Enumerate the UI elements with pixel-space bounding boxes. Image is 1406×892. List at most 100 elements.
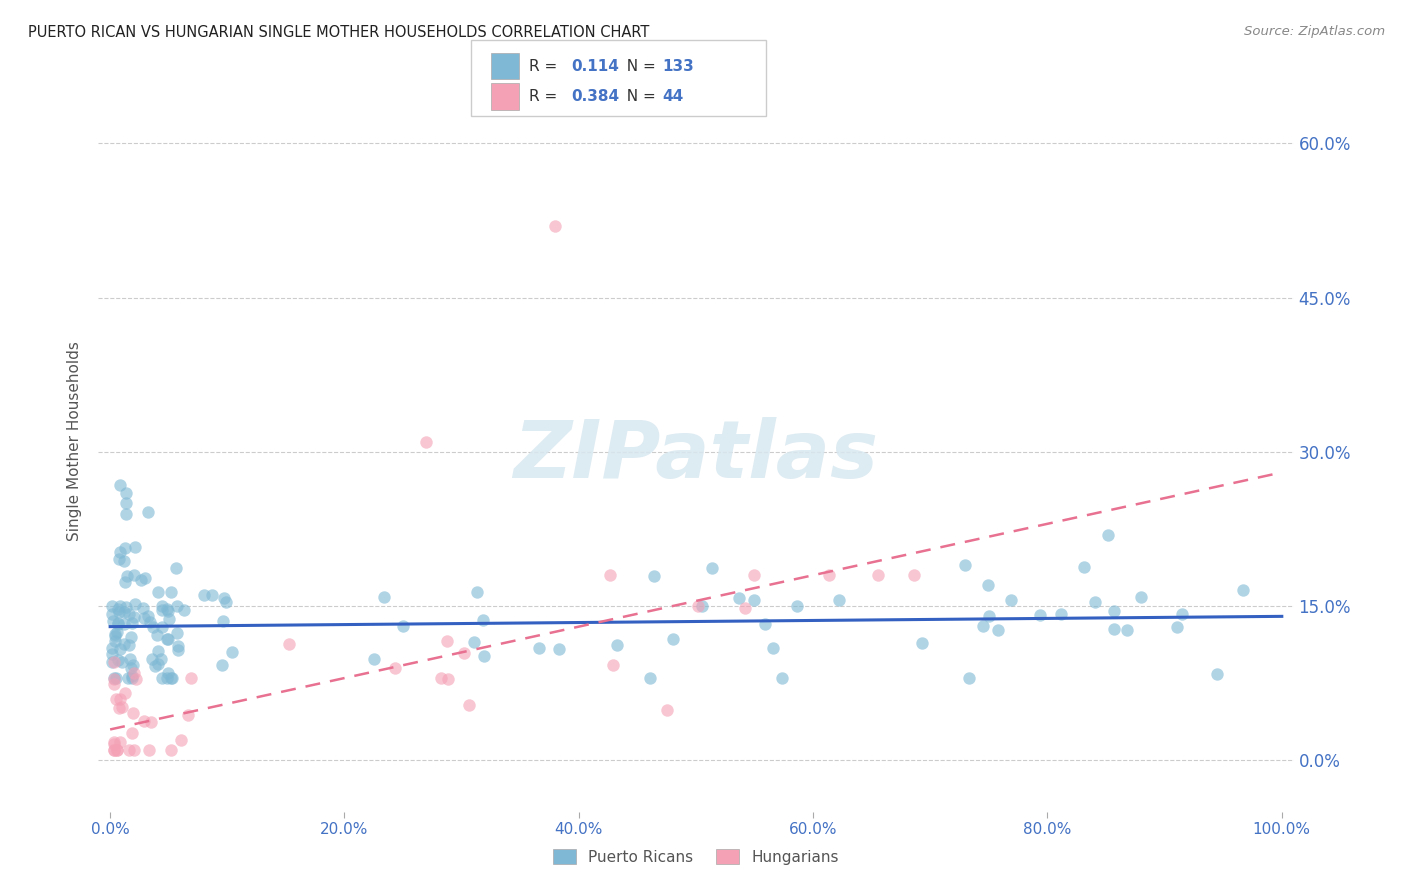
Point [606,638,628,652]
Point [1050,607,1073,621]
Point [124,540,146,554]
Point [107,616,129,631]
Point [108,545,131,559]
Point [786,599,808,614]
Point [139,615,162,629]
Point [1097,528,1119,542]
Point [152,603,174,617]
Point [122,657,145,672]
Point [166,626,188,640]
Point [103,676,125,690]
Point [215,595,238,609]
Point [107,615,129,630]
Point [103,655,125,669]
Point [114,496,136,510]
Point [121,726,143,740]
Point [1116,623,1139,637]
Point [150,619,173,633]
Point [911,635,934,649]
Point [157,666,180,681]
Point [138,743,160,757]
Point [170,732,193,747]
Text: R =: R = [529,59,562,73]
Point [742,568,765,582]
Point [221,645,243,659]
Point [121,668,143,682]
Point [105,671,128,685]
Text: 0.114: 0.114 [571,59,619,73]
Point [167,639,190,653]
Point [101,641,124,656]
Point [1166,620,1188,634]
Point [105,691,128,706]
Point [103,743,125,757]
Point [1102,604,1125,618]
Point [661,632,683,646]
Point [122,609,145,624]
Point [101,655,124,669]
Point [392,619,415,633]
Point [103,737,125,751]
Point [1205,666,1227,681]
Point [471,613,494,627]
Point [143,659,166,673]
Point [1073,560,1095,574]
Point [547,641,569,656]
Point [384,661,406,675]
Point [180,671,202,685]
Point [108,552,131,566]
Point [120,630,142,644]
Point [602,658,624,673]
Point [277,637,299,651]
Point [700,560,723,574]
Point [148,657,170,672]
Point [688,599,710,614]
Point [152,671,174,685]
Point [112,554,135,568]
Point [1102,622,1125,636]
Point [160,671,183,685]
Point [141,715,163,730]
Point [125,673,148,687]
Point [987,624,1010,638]
Point [177,708,200,723]
Point [828,592,851,607]
Point [104,634,127,648]
Point [146,644,169,658]
Point [465,585,488,599]
Point [129,573,152,587]
Legend: Puerto Ricans, Hungarians: Puerto Ricans, Hungarians [547,843,845,871]
Point [638,671,661,685]
Text: N =: N = [617,89,661,104]
Point [118,607,141,621]
Point [436,634,458,648]
Point [972,618,994,632]
Point [136,608,159,623]
Point [159,671,181,685]
Point [117,569,139,583]
Point [156,602,179,616]
Point [132,601,155,615]
Point [124,666,146,681]
Point [105,625,128,640]
Point [472,649,495,664]
Point [108,734,131,748]
Point [160,743,183,757]
Point [108,641,131,656]
Point [112,605,135,619]
Point [166,599,188,613]
Point [979,609,1001,624]
Point [146,584,169,599]
Point [134,611,156,625]
Point [124,597,146,611]
Point [957,671,980,685]
Point [201,588,224,602]
Point [429,671,451,685]
Point [1000,592,1022,607]
Point [657,703,679,717]
Point [363,652,385,666]
Point [212,591,235,606]
Point [114,599,136,614]
Point [146,628,169,642]
Point [103,743,125,757]
